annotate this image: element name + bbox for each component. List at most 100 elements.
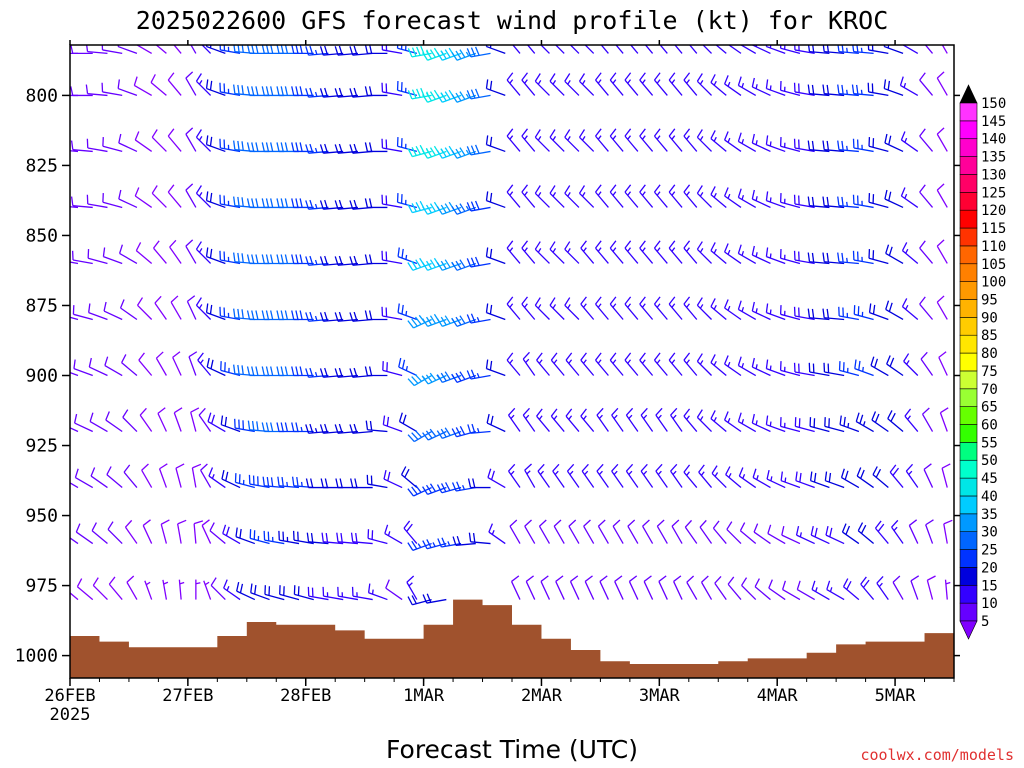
wind-barb: [247, 420, 270, 433]
wind-barb: [384, 524, 403, 545]
wind-barb: [154, 295, 167, 320]
wind-barb: [319, 423, 344, 434]
wind-barb: [611, 407, 624, 432]
wind-barb: [70, 140, 93, 153]
wind-barb: [624, 296, 639, 320]
wind-barb: [724, 411, 742, 433]
wind-barb: [292, 530, 314, 545]
wind-barb: [870, 356, 889, 377]
wind-barb: [276, 198, 299, 209]
wind-barb: [765, 191, 786, 209]
wind-barb: [102, 247, 123, 265]
wind-barb: [739, 45, 757, 54]
wind-barb: [534, 73, 550, 96]
wind-barb: [640, 463, 654, 488]
wind-barb: [765, 303, 786, 321]
wind-barb: [185, 183, 197, 208]
wind-barb: [580, 296, 595, 320]
wind-barb: [248, 474, 270, 489]
wind-barb: [724, 355, 742, 377]
wind-barb: [101, 82, 123, 97]
wind-barb: [781, 580, 801, 601]
x-tick-label: 1MAR: [403, 686, 445, 706]
wind-barb: [595, 296, 609, 320]
wind-barb: [765, 247, 786, 265]
wind-barb: [696, 353, 712, 376]
wind-barb: [668, 184, 683, 208]
wind-barb: [564, 297, 580, 320]
wind-barb: [88, 303, 108, 321]
wind-barb: [609, 184, 624, 208]
wind-barb: [581, 463, 595, 488]
wind-barb: [207, 412, 226, 433]
y-tick-label: 975: [25, 576, 58, 597]
wind-barb: [133, 76, 152, 96]
wind-barb: [86, 45, 108, 55]
colorbar-label: 5: [981, 614, 989, 630]
wind-barb: [291, 254, 314, 265]
wind-barb: [233, 196, 255, 209]
wind-barb: [668, 240, 683, 264]
credit-text: coolwx.com/models: [860, 746, 1014, 764]
wind-barb: [197, 352, 212, 376]
wind-barb: [696, 185, 712, 208]
wind-barb: [584, 45, 595, 54]
wind-barb: [727, 576, 742, 600]
wind-barb: [624, 184, 639, 208]
wind-barb: [550, 408, 565, 432]
wind-barb: [765, 79, 786, 97]
colorbar-label: 30: [981, 525, 998, 541]
wind-barb: [291, 476, 314, 489]
wind-barb: [686, 575, 698, 600]
wind-barb: [185, 127, 197, 152]
colorbar-swatch: [959, 245, 978, 265]
wind-barb: [855, 412, 874, 433]
wind-barb: [710, 130, 727, 152]
wind-barb: [506, 128, 521, 152]
wind-barb: [838, 306, 859, 321]
wind-barb: [381, 138, 403, 153]
wind-barb: [436, 371, 462, 383]
wind-barb: [108, 576, 123, 600]
wind-barb: [70, 196, 93, 209]
wind-barb: [825, 525, 845, 545]
wind-barb: [398, 412, 418, 433]
wind-barb: [842, 578, 860, 601]
wind-barb: [70, 94, 78, 97]
wind-barb: [936, 239, 948, 264]
wind-barb: [549, 241, 565, 264]
wind-barb: [683, 184, 698, 208]
wind-barb: [451, 315, 477, 327]
wind-barb: [381, 306, 403, 321]
wind-barb: [177, 519, 187, 544]
wind-barb: [233, 45, 255, 55]
wind-barb: [737, 76, 757, 96]
wind-barb: [868, 193, 889, 209]
wind-barb: [837, 140, 859, 153]
wind-barb: [305, 255, 329, 266]
wind-barb: [943, 519, 953, 544]
colorbar-top-arrow: [959, 84, 978, 104]
x-tick-label: 2MAR: [521, 686, 563, 706]
wind-barb: [234, 473, 255, 489]
wind-barb: [367, 529, 388, 545]
wind-barb: [710, 410, 727, 433]
wind-barb: [872, 466, 889, 489]
wind-barb: [919, 184, 934, 208]
wind-barb: [291, 310, 314, 321]
wind-barb: [841, 523, 860, 545]
colorbar-swatch: [959, 584, 978, 604]
wind-barb: [683, 72, 698, 96]
wind-barb: [195, 579, 201, 600]
wind-barb: [936, 183, 948, 208]
wind-barb: [856, 467, 874, 489]
wind-barb: [793, 250, 815, 265]
wind-barb: [195, 185, 212, 208]
wind-barb: [364, 254, 388, 265]
wind-barb: [876, 575, 889, 600]
wind-barb: [334, 255, 358, 266]
colorbar-swatch: [959, 477, 978, 497]
wind-barb: [381, 250, 403, 265]
wind-barb: [136, 297, 153, 320]
